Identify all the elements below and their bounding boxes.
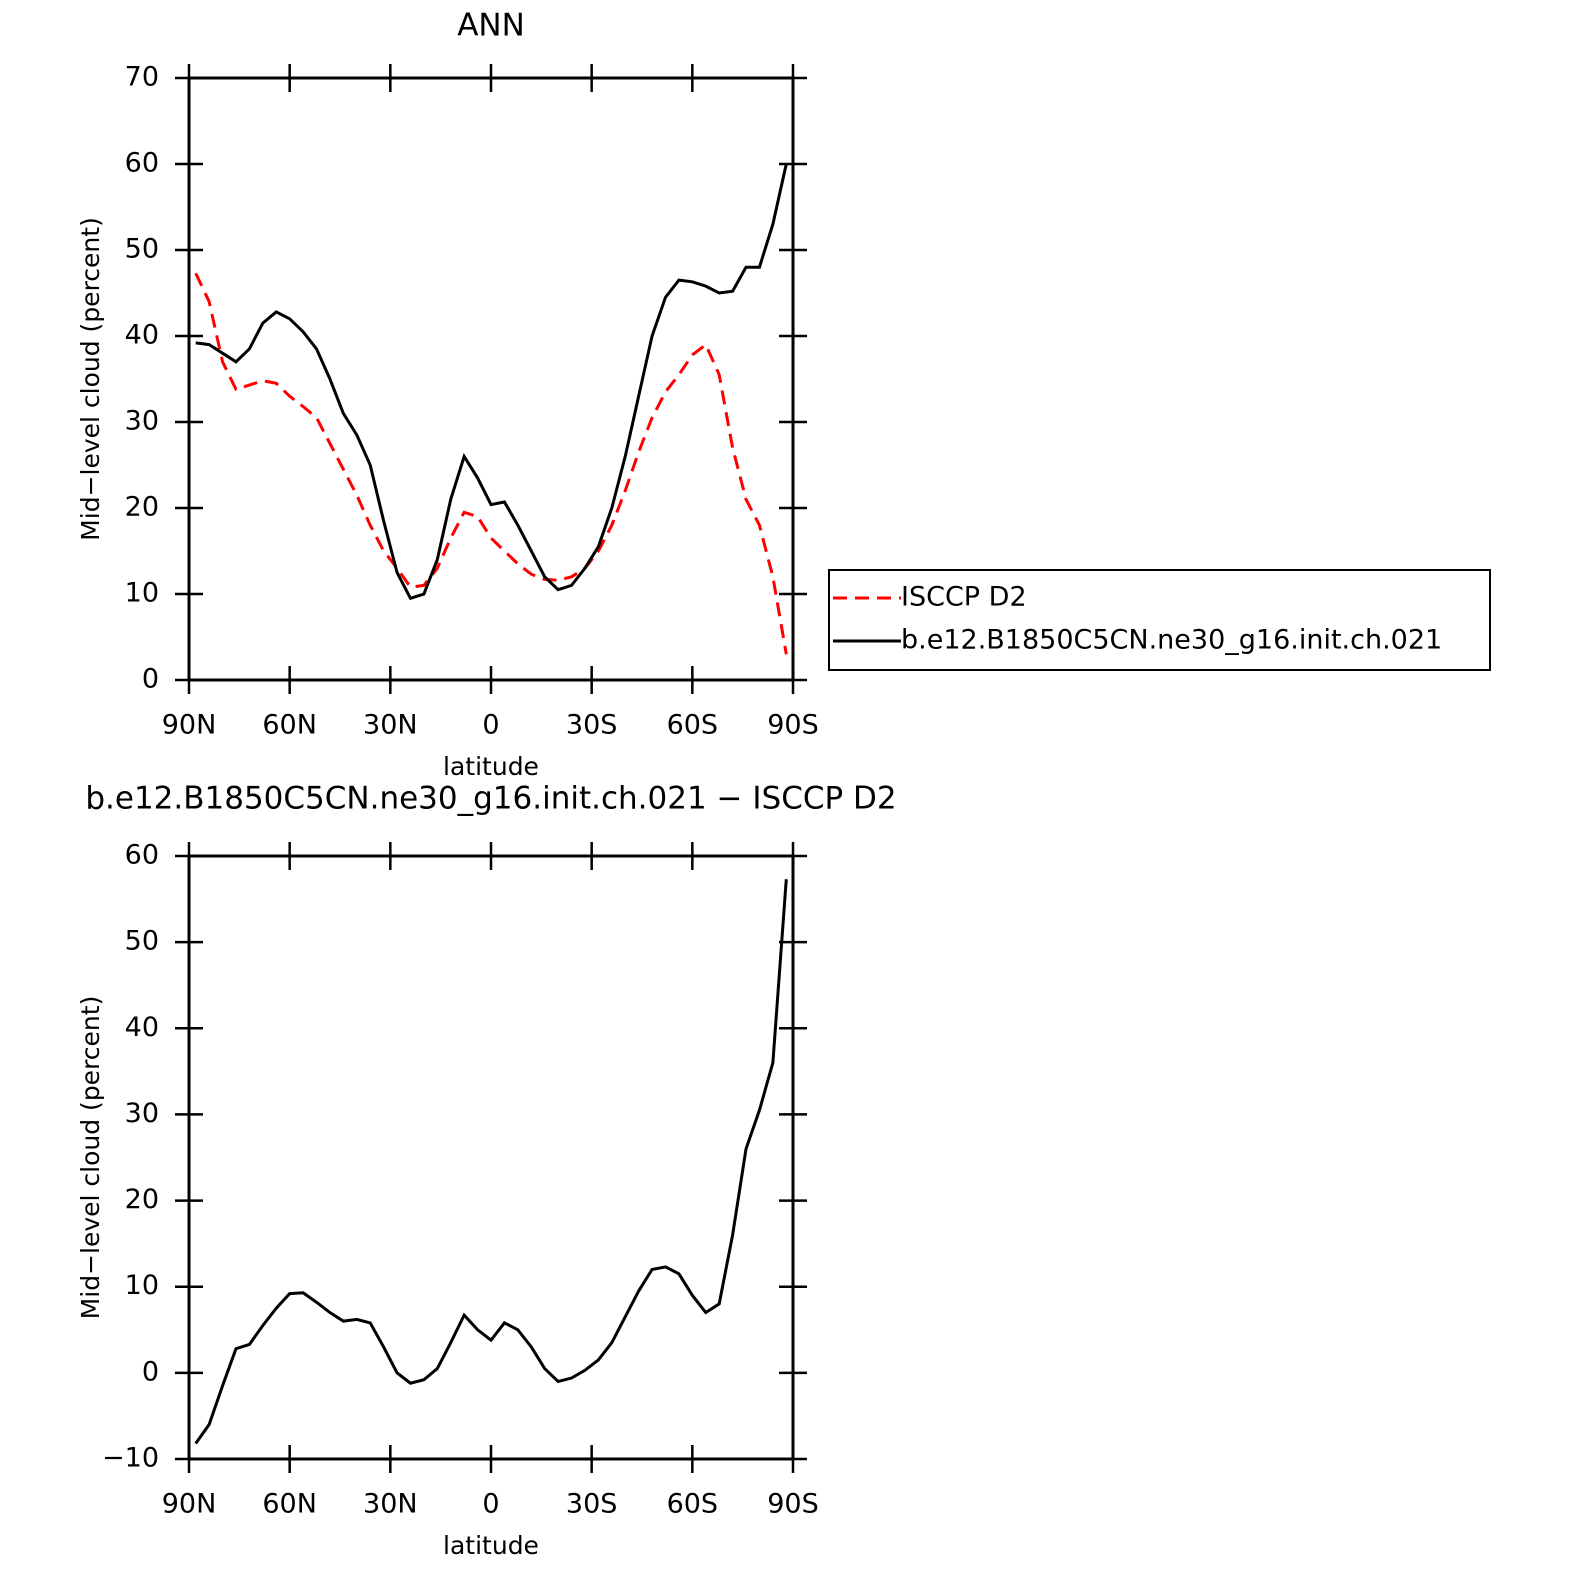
data-line — [194, 272, 788, 655]
plot-frame — [187, 76, 795, 682]
plot-frame — [187, 854, 795, 1461]
data-line — [194, 879, 788, 1445]
y-tick-label: 60 — [125, 840, 159, 871]
x-tick-label: 60N — [262, 710, 317, 741]
x-tick-label: 90S — [767, 1489, 819, 1520]
x-axis-label: latitude — [443, 752, 539, 781]
y-tick-label: 10 — [125, 1270, 159, 1301]
x-tick-label: 30S — [566, 710, 618, 741]
chart-title: ANN — [457, 8, 525, 44]
y-tick-label: −10 — [102, 1443, 159, 1474]
y-axis-label: Mid−level cloud (percent) — [76, 217, 105, 541]
y-axis-label: Mid−level cloud (percent) — [76, 996, 105, 1320]
y-tick-label: 50 — [125, 926, 159, 957]
y-tick-label: 50 — [125, 234, 159, 265]
x-tick-label: 0 — [482, 710, 499, 741]
legend-label: ISCCP D2 — [901, 582, 1027, 613]
y-tick-label: 30 — [125, 1098, 159, 1129]
y-tick-label: 20 — [125, 492, 159, 523]
chart-title: b.e12.B1850C5CN.ne30_g16.init.ch.021 − I… — [85, 781, 896, 817]
y-tick-label: 0 — [142, 664, 159, 695]
x-tick-label: 30N — [363, 1489, 418, 1520]
legend-box — [828, 569, 1491, 671]
y-tick-label: 60 — [125, 148, 159, 179]
y-tick-label: 30 — [125, 406, 159, 437]
y-tick-label: 0 — [142, 1356, 159, 1387]
x-axis-label: latitude — [443, 1531, 539, 1560]
x-tick-label: 30N — [363, 710, 418, 741]
x-tick-label: 90N — [162, 1489, 217, 1520]
y-tick-label: 10 — [125, 578, 159, 609]
y-tick-label: 40 — [125, 1012, 159, 1043]
y-tick-label: 40 — [125, 320, 159, 351]
x-tick-label: 90N — [162, 710, 217, 741]
y-tick-label: 70 — [125, 62, 159, 93]
x-tick-label: 90S — [767, 710, 819, 741]
y-tick-label: 20 — [125, 1184, 159, 1215]
legend-label: b.e12.B1850C5CN.ne30_g16.init.ch.021 — [901, 625, 1442, 656]
x-tick-label: 0 — [482, 1489, 499, 1520]
data-line — [195, 163, 788, 601]
x-tick-label: 60S — [667, 1489, 719, 1520]
x-tick-label: 30S — [566, 1489, 618, 1520]
x-tick-label: 60S — [667, 710, 719, 741]
x-tick-label: 60N — [262, 1489, 317, 1520]
